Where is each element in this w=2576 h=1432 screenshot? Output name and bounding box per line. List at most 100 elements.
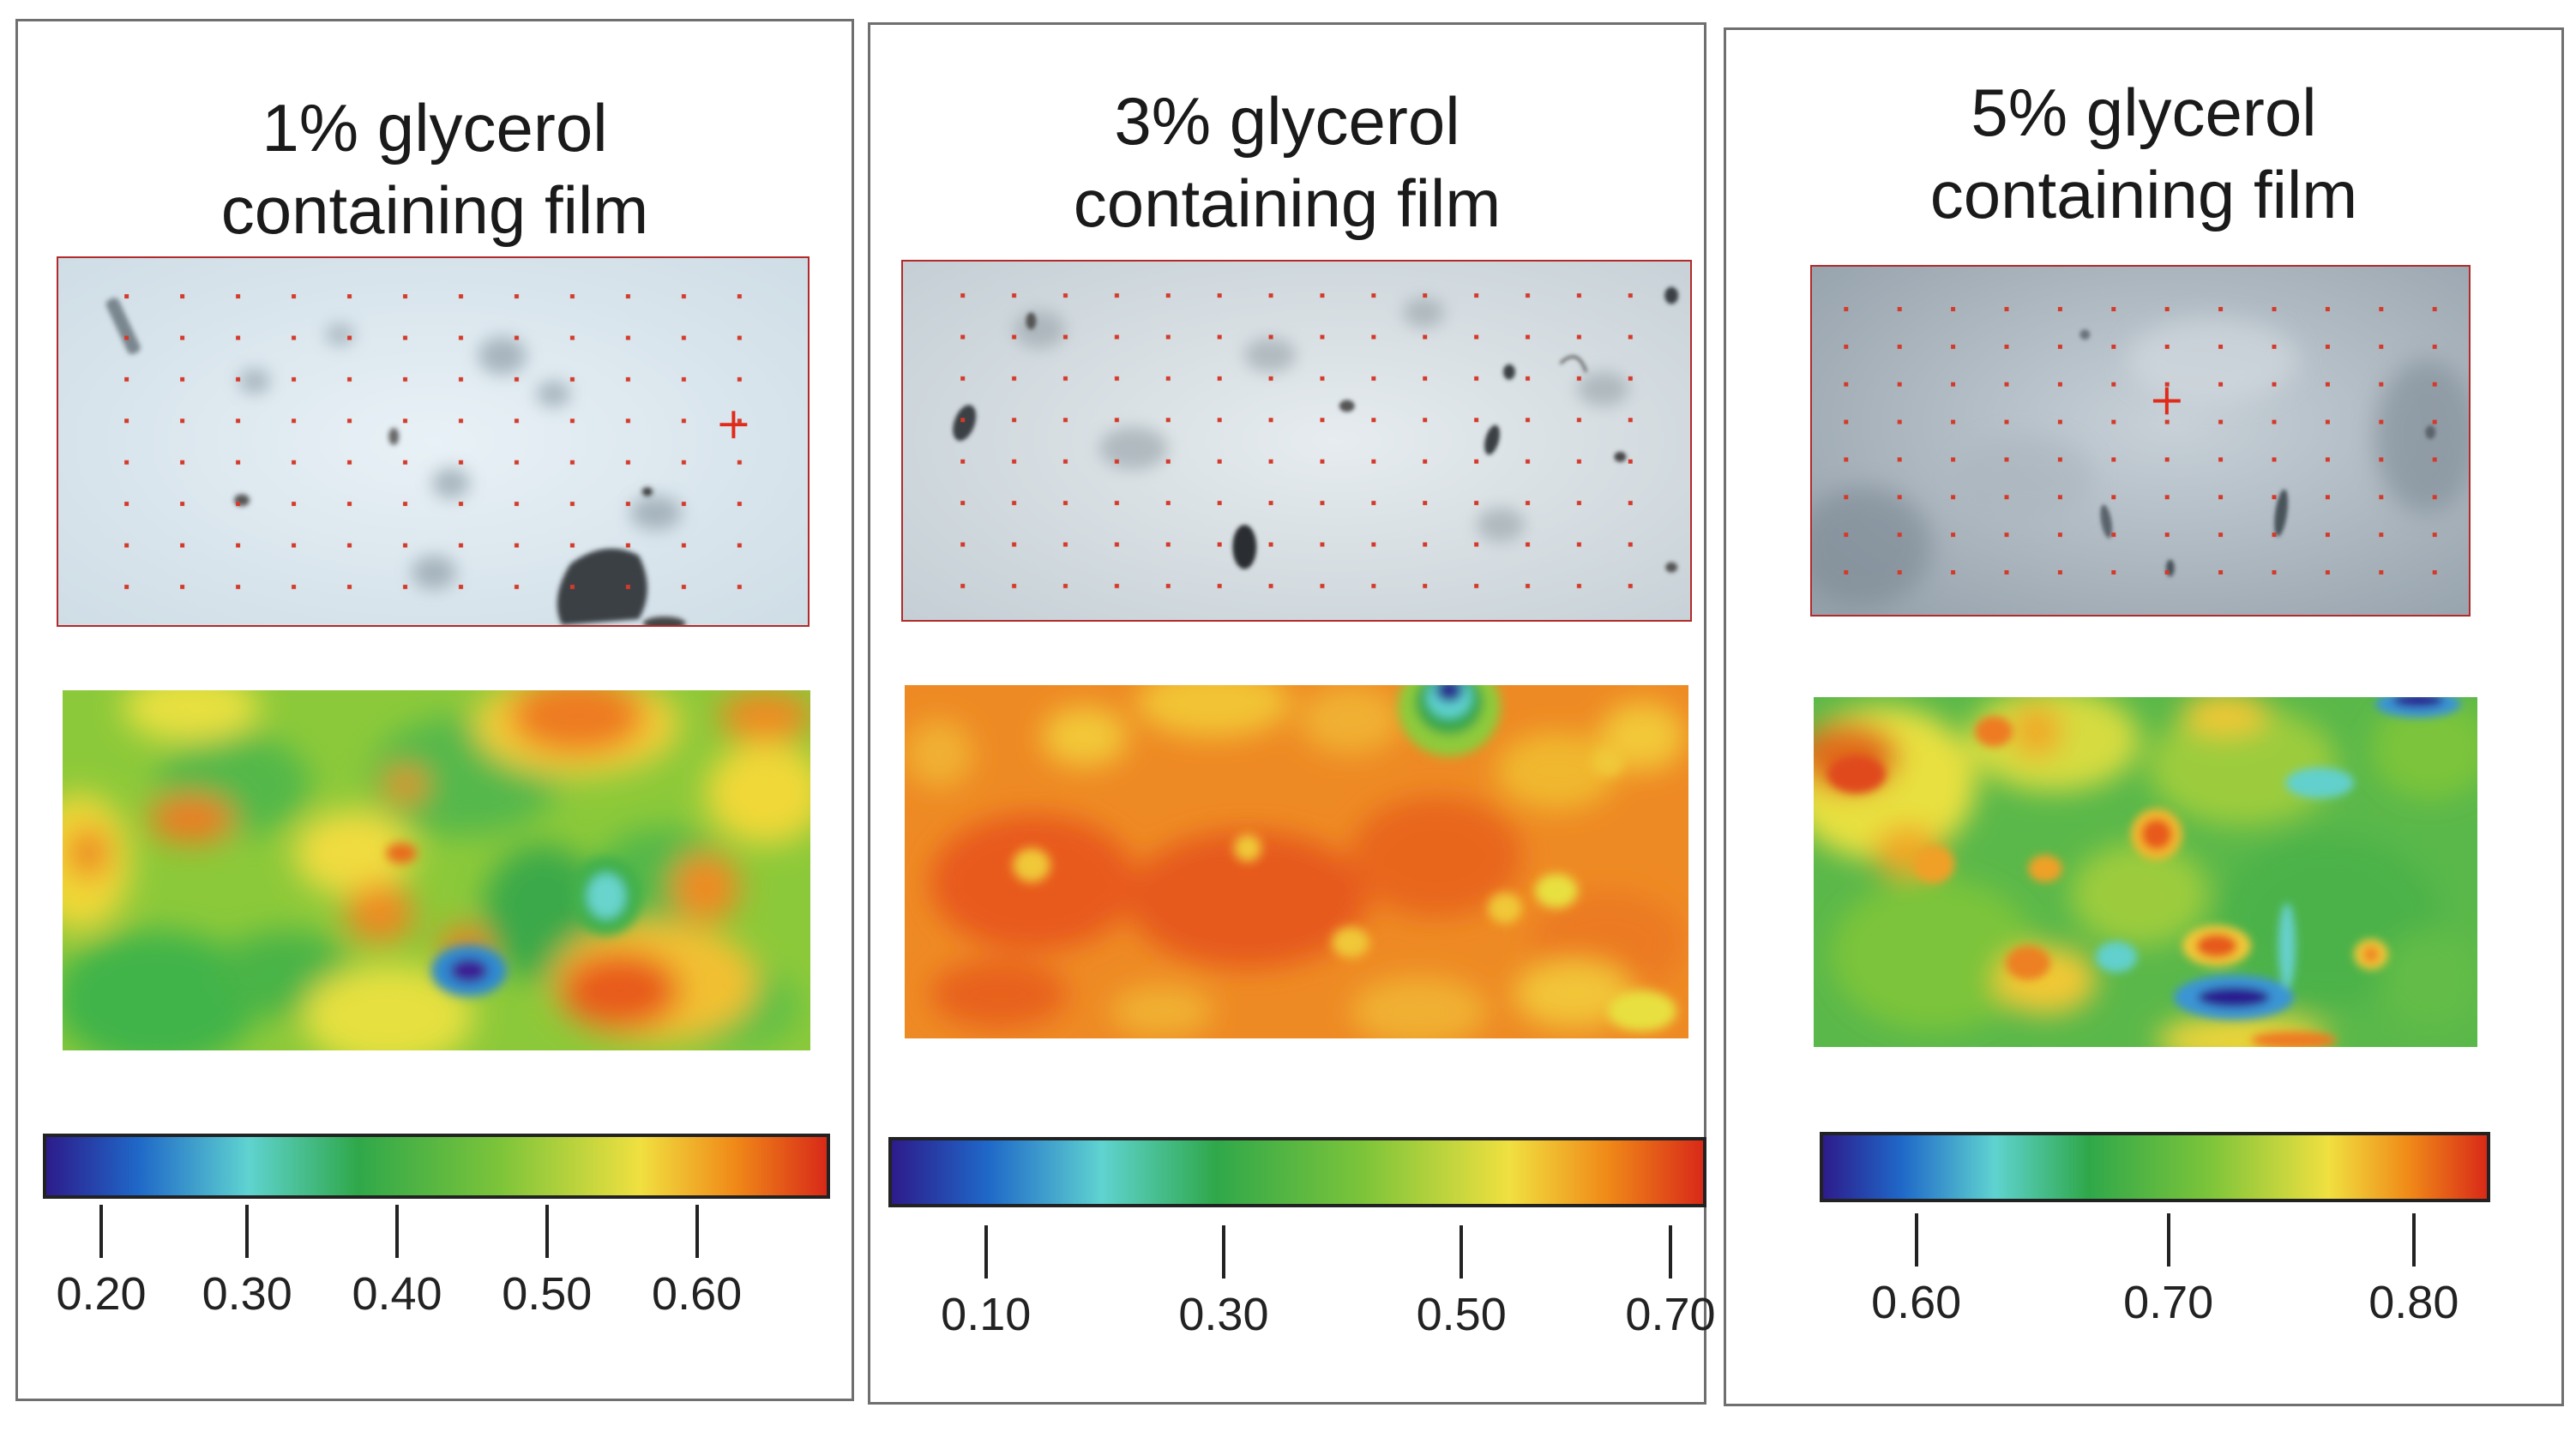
grid-dot <box>1526 501 1531 506</box>
grid-dot <box>625 460 630 465</box>
grid-dot <box>1526 376 1531 381</box>
heatmap-1pct <box>63 690 810 1050</box>
grid-dot <box>737 543 742 548</box>
grid-dot <box>1576 542 1581 547</box>
grid-dot <box>2379 457 2384 462</box>
grid-dot <box>458 418 463 424</box>
grid-dot <box>2272 457 2277 462</box>
grid-dot <box>1474 376 1479 381</box>
grid-dot <box>1526 334 1531 340</box>
grid-dot <box>514 376 519 382</box>
grid-dot <box>960 542 966 547</box>
grid-dot <box>1062 501 1068 506</box>
grid-dot <box>403 460 408 465</box>
grid-dot <box>2325 495 2330 500</box>
grid-dot <box>2272 307 2277 311</box>
grid-dot <box>1951 532 1956 538</box>
grid-dot <box>737 418 742 424</box>
grid-dot <box>124 376 129 382</box>
grid-dot <box>236 294 241 299</box>
grid-dot <box>1576 334 1581 340</box>
grid-dot <box>403 502 408 507</box>
grid-dot <box>1062 376 1068 381</box>
grid-dot <box>1114 334 1119 340</box>
grid-dot <box>1474 583 1479 588</box>
grid-dot <box>2379 382 2384 387</box>
grid-dot <box>2272 570 2277 575</box>
grid-dot <box>1114 376 1119 381</box>
grid-dot <box>347 502 352 507</box>
grid-dot <box>2057 382 2062 387</box>
grid-dot <box>1628 376 1633 381</box>
colorbar-3pct <box>888 1136 1707 1208</box>
grid-dot <box>569 376 575 382</box>
grid-dot <box>1423 418 1428 423</box>
grid-dot <box>1628 501 1633 506</box>
grid-dot <box>2004 532 2009 538</box>
grid-dot <box>1628 418 1633 423</box>
grid-dot <box>514 584 519 589</box>
grid-dot <box>347 543 352 548</box>
grid-dot <box>1371 418 1376 423</box>
grid-dot <box>2218 419 2224 424</box>
grid-dot <box>2218 495 2224 500</box>
grid-dot <box>180 418 185 424</box>
grid-dot <box>2004 495 2009 500</box>
grid-dot <box>236 460 241 465</box>
grid-dot <box>2379 570 2384 575</box>
grid-dot <box>2164 382 2170 387</box>
grid-dot <box>1062 583 1068 588</box>
grid-dot <box>236 502 241 507</box>
grid-dot <box>1012 542 1017 547</box>
grid-dot <box>1012 418 1017 423</box>
grid-dot <box>2164 419 2170 424</box>
grid-dot <box>625 543 630 548</box>
grid-dot <box>1576 501 1581 506</box>
grid-dot <box>1951 419 1956 424</box>
grid-dot <box>347 460 352 465</box>
grid-dot <box>1474 293 1479 298</box>
grid-dot <box>1217 459 1222 464</box>
grid-dot <box>1474 334 1479 340</box>
grid-dot <box>1951 344 1956 349</box>
grid-dot <box>1320 293 1325 298</box>
panel-title: 3% glycerol containing film <box>870 80 1704 244</box>
grid-dot <box>1062 542 1068 547</box>
grid-dot <box>1897 344 1902 349</box>
grid-dot <box>1268 334 1273 340</box>
grid-dot <box>180 335 185 340</box>
grid-dot <box>1012 293 1017 298</box>
grid-dot <box>458 294 463 299</box>
grid-dot <box>1897 532 1902 538</box>
grid-dot <box>960 459 966 464</box>
grid-dot <box>180 502 185 507</box>
grid-dot <box>1062 418 1068 423</box>
heatmap-5pct <box>1814 697 2477 1047</box>
grid-dot <box>1371 376 1376 381</box>
grid-dot <box>403 294 408 299</box>
grid-dot <box>1268 583 1273 588</box>
grid-dot <box>2432 495 2437 500</box>
grid-dot <box>960 418 966 423</box>
grid-dot <box>2164 570 2170 575</box>
grid-dot <box>2218 382 2224 387</box>
colorbar-ticks: 0.10 0.30 0.50 0.70 <box>888 1225 1716 1354</box>
grid-dot <box>1526 418 1531 423</box>
grid-dot <box>1897 382 1902 387</box>
grid-dot <box>2272 495 2277 500</box>
grid-dot <box>2004 570 2009 575</box>
grid-dot <box>292 418 297 424</box>
grid-dot <box>737 376 742 382</box>
title-line-1: 3% glycerol <box>1114 83 1460 159</box>
grid-dot <box>2432 419 2437 424</box>
grid-dot <box>2325 382 2330 387</box>
grid-dot <box>1474 542 1479 547</box>
grid-dot <box>124 543 129 548</box>
grid-dot <box>458 543 463 548</box>
grid-dot <box>1165 376 1171 381</box>
grid-dot <box>1628 459 1633 464</box>
panel-title: 1% glycerol containing film <box>18 87 852 251</box>
grid-dot <box>2111 307 2116 311</box>
grid-dot <box>681 294 686 299</box>
grid-dot <box>2164 344 2170 349</box>
